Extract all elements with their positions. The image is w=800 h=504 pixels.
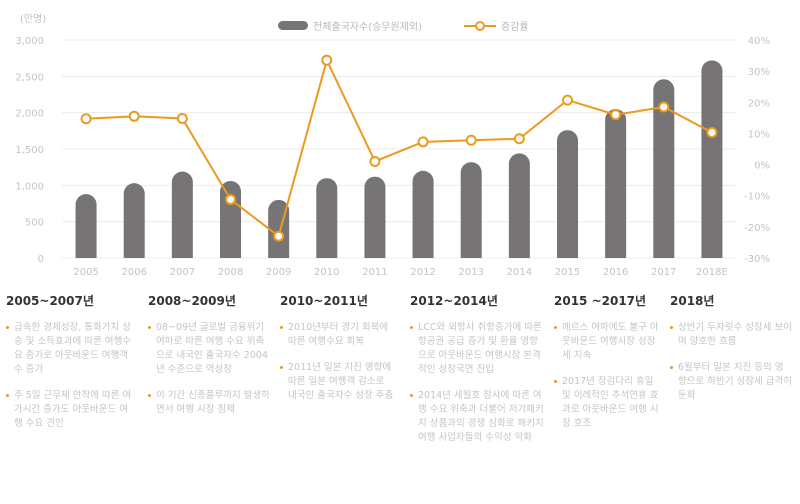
- period-title: 2010~2011년: [280, 294, 368, 308]
- period-2005-2007: 2005~2007년 급속한 경제성장, 통화가치 상승 및 소득효과에 따른 …: [6, 292, 134, 443]
- period-2018: 2018년 상반기 두자릿수 성장세 보이며 양호한 흐름 6월부터 일본 지진…: [670, 292, 792, 415]
- growth-rate-point: [610, 109, 622, 121]
- x-tick-label: 2015: [555, 267, 580, 278]
- y-left-tick-label: 2,000: [15, 109, 44, 120]
- x-tick-label: 2007: [170, 267, 195, 278]
- growth-rate-point: [706, 126, 718, 138]
- y-right-tick-label: 40%: [748, 36, 770, 47]
- x-tick-label: 2006: [121, 267, 146, 278]
- growth-rate-point: [225, 193, 236, 205]
- grid-lines: [62, 39, 736, 259]
- period-2008-2009: 2008~2009년 08~09년 글로벌 금융위기 여파로 따른 여행 수요 …: [148, 292, 270, 429]
- period-bullet: LCC와 외항사 취항증가에 따른 항공권 공급 증가 및 환율 영향으로 아웃…: [410, 321, 544, 377]
- growth-rate-point: [658, 101, 670, 113]
- growth-rate-point: [128, 110, 140, 122]
- period-title: 2015 ~2017년: [554, 294, 647, 308]
- bar: [220, 180, 241, 258]
- y-left-tick-label: 3,000: [15, 36, 44, 47]
- legend-line-label: 증감률: [501, 22, 529, 33]
- bar: [123, 183, 145, 258]
- chart-legend: 전체출국자수(승무원제외) 증감률: [0, 18, 800, 38]
- x-tick-label: 2008: [218, 267, 243, 278]
- bar: [460, 162, 482, 258]
- y-right-tick-label: 0%: [754, 161, 770, 172]
- growth-rate-point: [369, 155, 381, 167]
- period-2015-2017: 2015 ~2017년 메르스 여파에도 불구 아웃바운드 여행시장 성장세 지…: [554, 292, 664, 443]
- growth-rate-point: [513, 133, 525, 145]
- x-tick-label: 2011: [362, 267, 387, 278]
- period-bullet: 08~09년 글로벌 금융위기 여파로 따른 여행 수요 위축으로 내국인 출국…: [148, 321, 270, 377]
- growth-rate-line: [86, 57, 713, 238]
- bar-line-chart: 0 500 1,000 1,500 2,000 2,500 3,000 -30% -20% -10…: [15, 36, 770, 278]
- growth-rate-point: [321, 54, 333, 66]
- x-tick-label: 2016: [603, 267, 628, 278]
- legend-bar-swatch: [278, 21, 308, 30]
- x-tick-label: 2012: [410, 267, 435, 278]
- x-tick-label: 2010: [314, 267, 339, 278]
- period-bullet: 급속한 경제성장, 통화가치 상승 및 소득효과에 따른 여행수요 증가로 아웃…: [6, 321, 134, 377]
- y-right-tick-label: 30%: [748, 67, 770, 78]
- y-right-tick-label: -10%: [744, 192, 770, 203]
- bar: [653, 79, 675, 258]
- bar: [364, 176, 386, 258]
- period-bullet: 2011년 일본 지진 영향에 따른 일본 여행객 감소로 내국인 출국자수 성…: [280, 361, 396, 403]
- bar: [508, 153, 530, 258]
- x-tick-label: 2017: [651, 267, 676, 278]
- period-bullet: 6월부터 일본 지진 등의 영향으로 하반기 성장세 급격히 둔화: [670, 361, 792, 403]
- period-bullet: 이 기간 신종플루까지 발생하면서 여행 시장 침체: [148, 389, 270, 417]
- period-2012-2014: 2012~2014년 LCC와 외항사 취항증가에 따른 항공권 공급 증가 및…: [410, 292, 544, 457]
- y-right-tick-label: 10%: [748, 129, 770, 140]
- growth-rate-point: [417, 136, 429, 148]
- y-axis-unit-label: (만명): [20, 14, 47, 25]
- bar: [75, 194, 97, 258]
- growth-rate-point: [80, 113, 92, 125]
- x-tick-label: 2014: [507, 267, 532, 278]
- bar: [557, 130, 578, 258]
- growth-rate-point: [465, 134, 477, 146]
- x-tick-label: 2018E: [696, 267, 728, 278]
- y-left-tick-label: 2,500: [15, 72, 44, 83]
- period-title: 2005~2007년: [6, 294, 94, 308]
- axis-labels: 0 500 1,000 1,500 2,000 2,500 3,000 -30% -20% -10…: [15, 36, 770, 278]
- period-bullet: 2010년부터 경기 회복에 따른 여행수요 회복: [280, 321, 396, 349]
- x-tick-label: 2009: [266, 267, 291, 278]
- y-left-tick-label: 0: [38, 254, 44, 265]
- legend-bar-label: 전체출국자수(승무원제외): [313, 22, 423, 33]
- y-left-tick-label: 500: [25, 218, 44, 229]
- legend-item-bar: 전체출국자수(승무원제외): [278, 18, 422, 33]
- period-title: 2008~2009년: [148, 294, 236, 308]
- period-title: 2012~2014년: [410, 294, 498, 308]
- period-bullet: 메르스 여파에도 불구 아웃바운드 여행시장 성장세 지속: [554, 321, 664, 363]
- legend-item-line: 증감률: [464, 18, 529, 33]
- period-bullet: 상반기 두자릿수 성장세 보이며 양호한 흐름: [670, 321, 792, 349]
- growth-rate-point: [273, 230, 285, 242]
- period-title: 2018년: [670, 294, 715, 308]
- legend-line-swatch: [464, 20, 496, 31]
- bar: [171, 171, 193, 258]
- y-right-tick-label: 20%: [748, 98, 770, 109]
- bar: [701, 60, 723, 259]
- period-bullet: 주 5일 근무제 안착에 따른 여가시간 증가도 아웃바운드 여행 수요 견인: [6, 389, 134, 431]
- x-tick-label: 2013: [458, 267, 483, 278]
- bar: [316, 178, 338, 258]
- y-left-tick-label: 1,000: [15, 181, 44, 192]
- bar: [412, 170, 434, 258]
- y-right-tick-label: -20%: [744, 223, 770, 234]
- bar-series: [75, 60, 723, 259]
- y-left-tick-label: 1,500: [15, 145, 44, 156]
- line-series: [80, 54, 718, 242]
- growth-rate-point: [176, 112, 188, 124]
- bar: [605, 109, 627, 258]
- period-descriptions: 2005~2007년 급속한 경제성장, 통화가치 상승 및 소득효과에 따른 …: [0, 292, 800, 504]
- growth-rate-point: [562, 94, 573, 106]
- period-2010-2011: 2010~2011년 2010년부터 경기 회복에 따른 여행수요 회복 201…: [280, 292, 396, 415]
- period-bullet: 2014년 세월호 참사에 따른 여행 수요 위축과 더불어 저가패키지 상품과…: [410, 389, 544, 445]
- period-bullet: 2017년 장검다리 휴일 및 이례적인 추석연휴 효과로 아웃바운드 여행 시…: [554, 375, 664, 431]
- y-right-tick-label: -30%: [744, 254, 770, 265]
- x-tick-label: 2005: [73, 267, 98, 278]
